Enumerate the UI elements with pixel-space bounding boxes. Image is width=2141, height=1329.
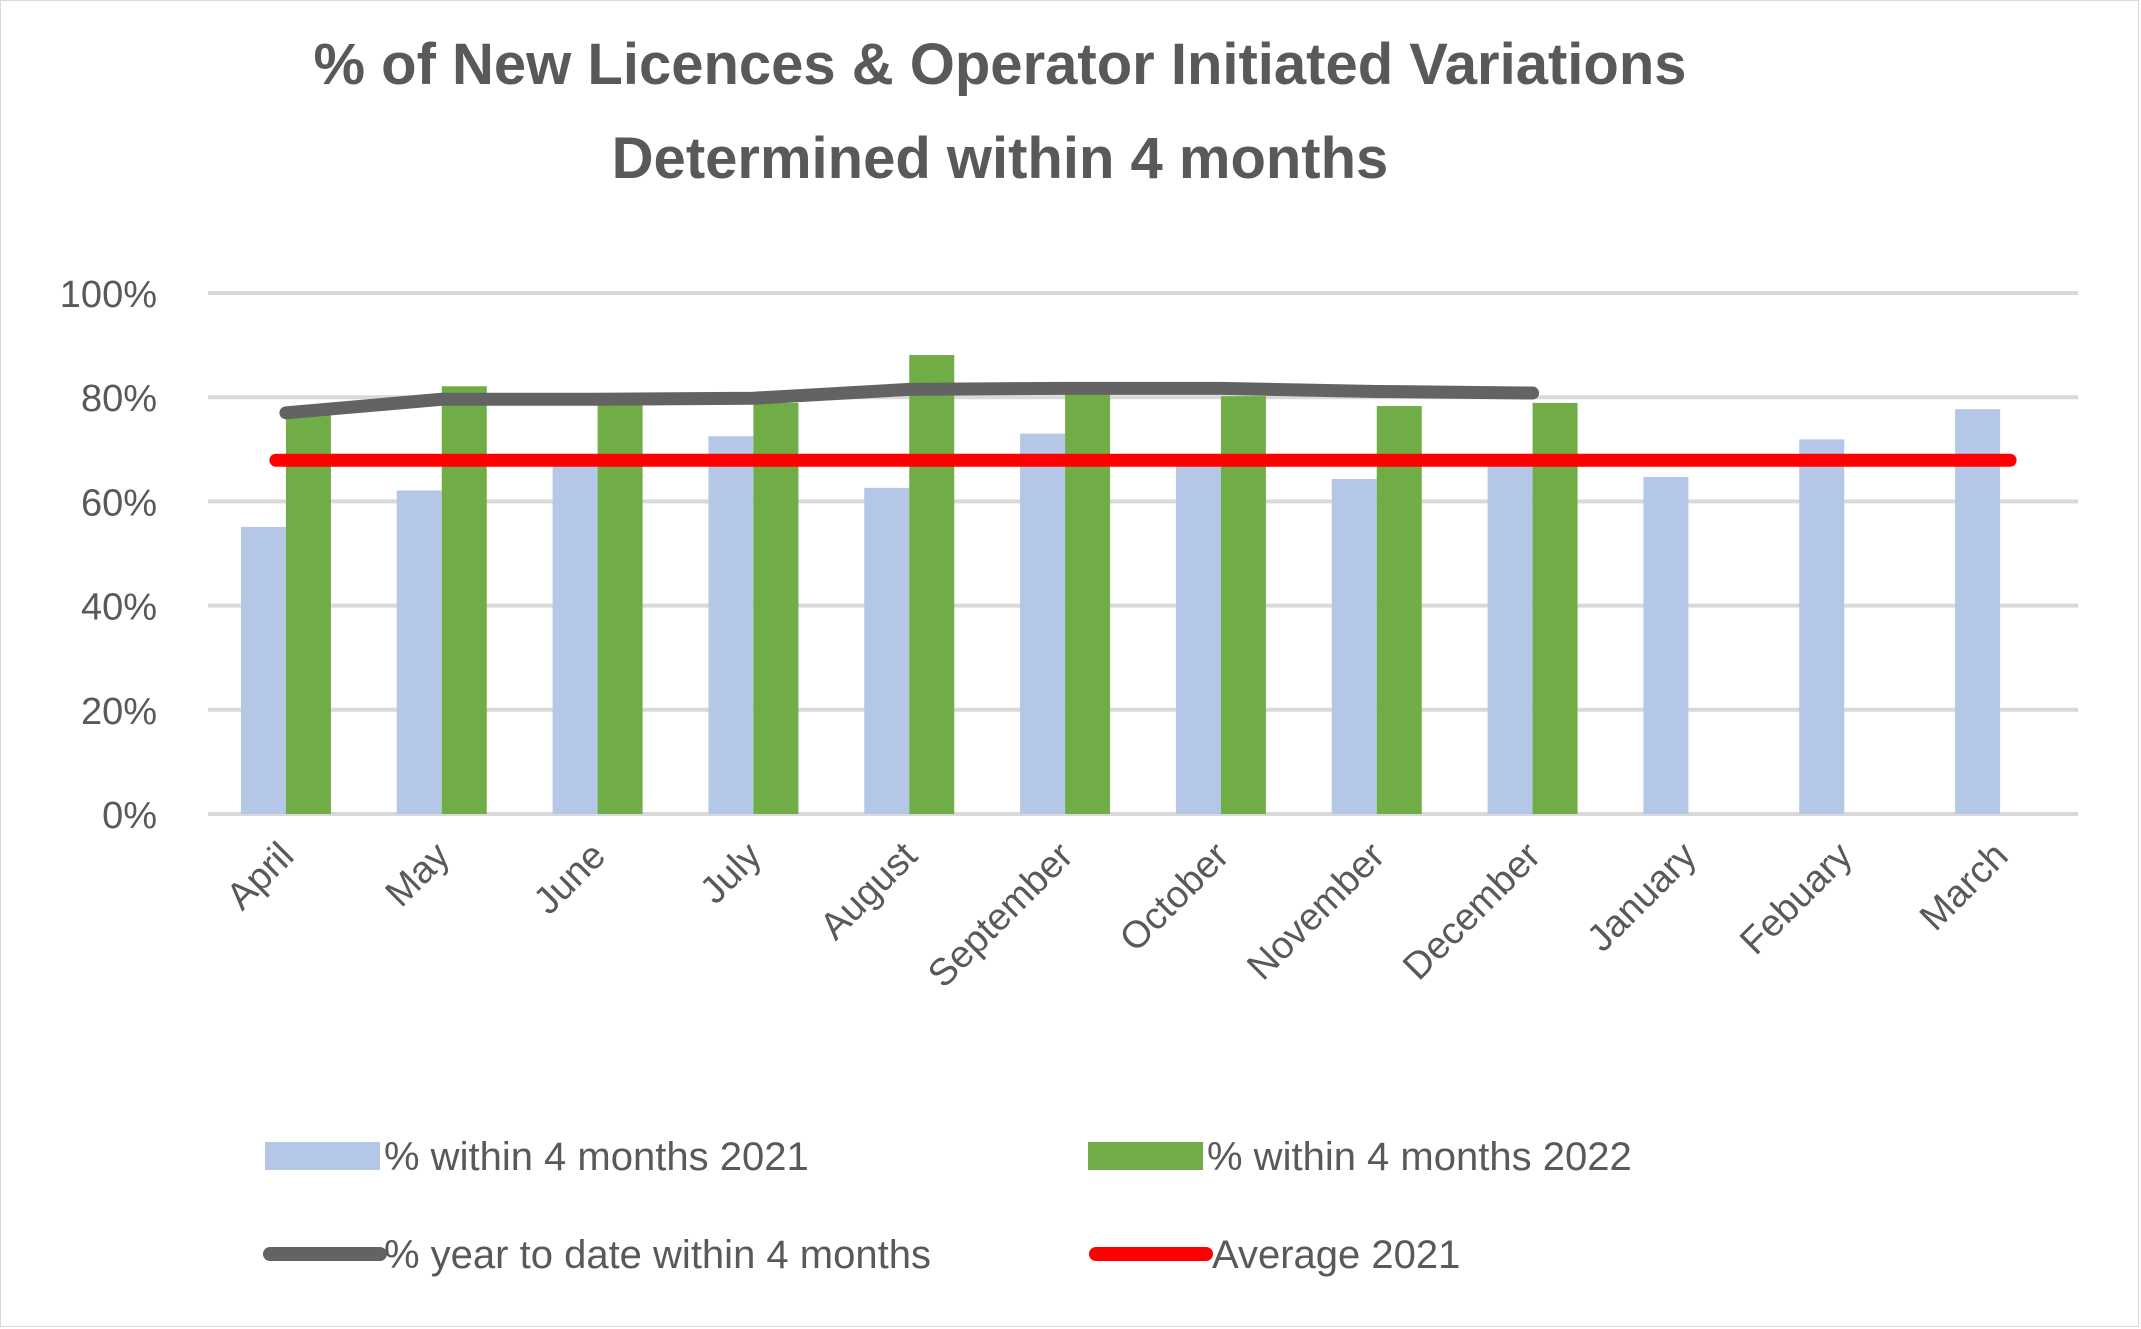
bar-2022-april: [285, 413, 331, 814]
bar-2022-september: [1065, 384, 1111, 814]
legend-label: Average 2021: [1212, 1233, 1460, 1277]
bar-2021-january: [1643, 476, 1689, 814]
bars: [240, 354, 2001, 814]
bar-2022-august: [909, 354, 955, 814]
x-tick-label-july: July: [692, 835, 769, 912]
y-tick-label: 40%: [81, 587, 157, 629]
legend-item: % within 4 months 2022: [1088, 1135, 1632, 1179]
y-axis-tick-labels: 0% 20% 40% 60% 80% 100%: [60, 274, 157, 837]
x-tick-label-october: October: [1112, 834, 1238, 960]
chart-title: % of New Licences & Operator Initiated V…: [313, 32, 1686, 191]
bar-2022-may: [441, 386, 487, 814]
bar-2022-june: [597, 399, 643, 814]
bar-2021-december: [1487, 463, 1533, 814]
legend-swatch-box: [265, 1142, 380, 1170]
legend: % within 4 months 2021 % within 4 months …: [263, 1135, 1632, 1277]
bar-2021-march: [1955, 409, 2001, 814]
bar-2021-august: [864, 487, 910, 814]
bar-2021-june: [552, 462, 598, 814]
x-tick-label-november: November: [1239, 834, 1393, 988]
lines: [269, 381, 2017, 467]
bar-2022-july: [753, 402, 799, 814]
y-tick-label: 80%: [81, 378, 157, 420]
x-tick-label-febuary: Febuary: [1732, 835, 1860, 963]
x-tick-label-march: March: [1912, 835, 2016, 939]
bar-2022-december: [1532, 402, 1578, 814]
legend-label: % within 4 months 2021: [384, 1135, 809, 1179]
legend-item: % year to date within 4 months: [263, 1233, 931, 1277]
chart-title-line-2: Determined within 4 months: [612, 126, 1389, 191]
legend-item: Average 2021: [1089, 1233, 1460, 1277]
legend-label: % within 4 months 2022: [1207, 1135, 1632, 1179]
bar-2021-july: [708, 436, 754, 814]
legend-label: % year to date within 4 months: [384, 1233, 931, 1277]
bar-2021-october: [1175, 462, 1221, 814]
gridlines: [208, 291, 2078, 816]
legend-swatch-box: [1088, 1142, 1203, 1170]
y-tick-label: 0%: [102, 795, 157, 837]
bar-2021-november: [1331, 478, 1377, 814]
bar-2022-november: [1376, 406, 1422, 814]
x-tick-label-june: June: [526, 835, 614, 923]
y-tick-label: 100%: [60, 274, 157, 316]
x-tick-label-august: August: [812, 834, 926, 948]
chart-title-line-1: % of New Licences & Operator Initiated V…: [313, 32, 1686, 97]
bar-2021-april: [240, 526, 286, 814]
x-tick-label-december: December: [1395, 834, 1549, 988]
bar-2021-febuary: [1799, 439, 1845, 814]
x-tick-label-april: April: [219, 835, 302, 918]
x-tick-label-january: January: [1579, 835, 1704, 960]
y-tick-label: 20%: [81, 691, 157, 733]
y-tick-label: 60%: [81, 482, 157, 524]
bar-2021-may: [396, 490, 442, 814]
bar-2021-september: [1020, 433, 1066, 814]
x-tick-label-may: May: [378, 835, 458, 915]
x-tick-label-september: September: [920, 834, 1081, 995]
legend-item: % within 4 months 2021: [265, 1135, 809, 1179]
